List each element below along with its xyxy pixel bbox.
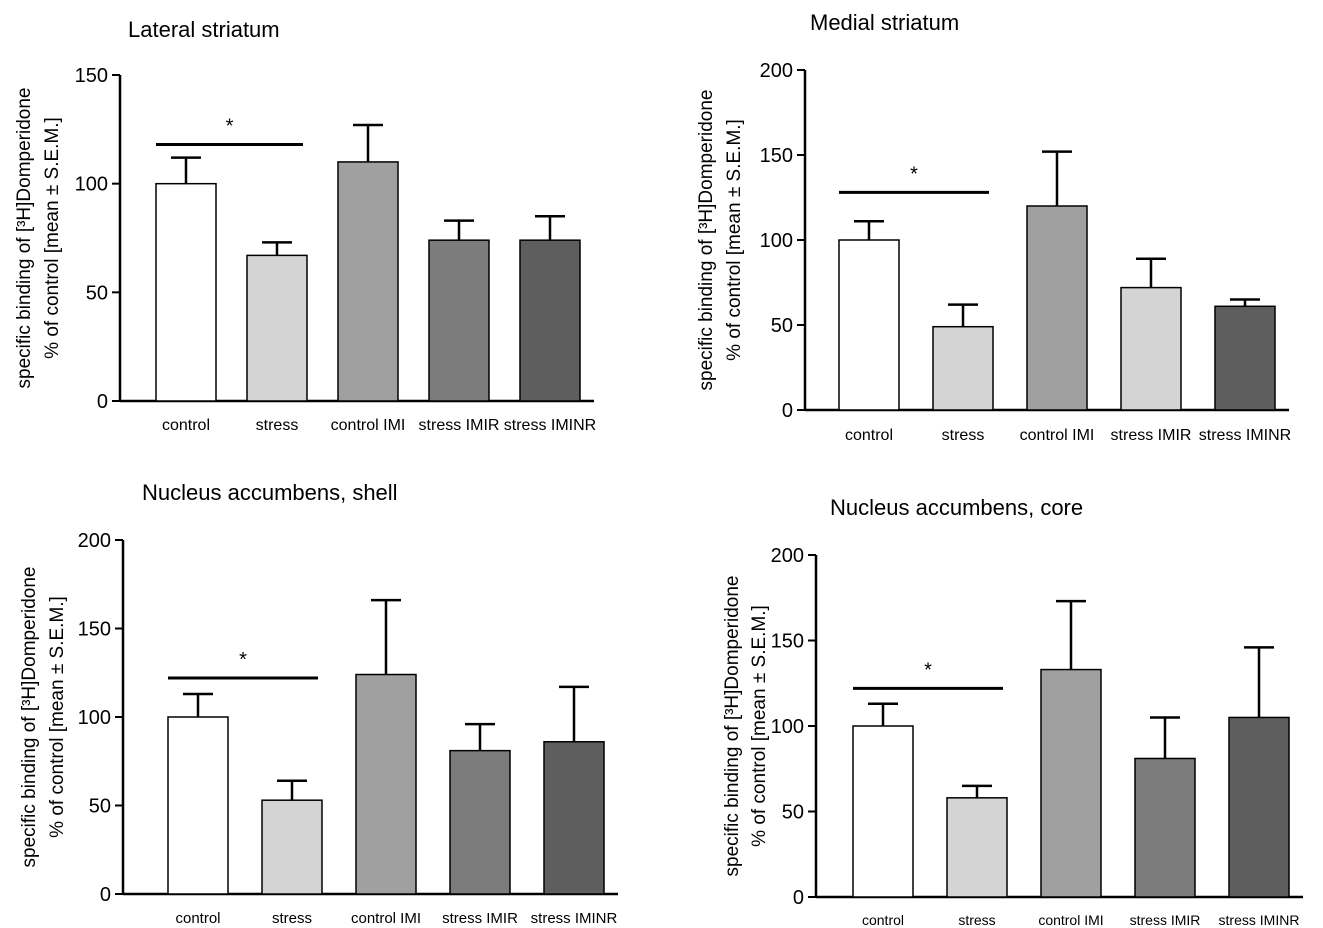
x-category-label: stress IMINR [1199,427,1291,444]
x-category-label: control [845,427,893,444]
bar [1026,205,1088,411]
significance-marker: * [226,116,234,138]
y-tick-label: 200 [760,60,793,82]
x-category-label: stress [256,417,299,434]
chart-panel-2: Medial striatum specific binding of [³H]D… [696,10,1291,444]
y-axis-label-line1: specific binding of [³H]Domperidone [722,576,743,877]
y-tick-label: 0 [793,887,804,909]
chart-title: Lateral striatum [128,17,280,42]
significance-marker: * [239,649,247,671]
y-tick-label: 0 [782,400,793,422]
chart-panel-3: Nucleus accumbens, shell specific binding… [19,480,618,927]
y-tick-label: 150 [771,631,804,653]
bar [261,799,323,895]
y-axis-label-line2: % of control [mean ± S.E.M.] [47,596,68,838]
x-category-label: stress IMIR [419,417,500,434]
significance-marker: * [924,659,932,681]
chart-panel-4: Nucleus accumbens, core specific binding … [722,495,1303,928]
y-tick-label: 50 [771,315,793,337]
chart-panel-1: Lateral striatum specific binding of [³H]… [14,17,596,434]
bar [543,741,605,895]
y-tick-label: 50 [89,796,111,818]
y-tick-label: 150 [760,145,793,167]
bar [1040,668,1102,898]
y-tick-label: 200 [771,545,804,567]
y-axis-label-line2: % of control [mean ± S.E.M.] [42,117,63,359]
bar [1120,286,1182,411]
bar [1228,716,1290,898]
bar [355,673,417,895]
y-axis-label-line1: specific binding of [³H]Domperidone [696,90,717,391]
y-tick-label: 150 [78,619,111,641]
bar [155,182,217,402]
y-tick-label: 100 [760,230,793,252]
bar [519,239,581,402]
y-tick-label: 100 [771,716,804,738]
x-category-label: stress IMINR [531,910,618,927]
x-category-label: control [162,417,210,434]
y-axis-label-line2: % of control [mean ± S.E.M.] [724,119,745,361]
bar [932,325,994,411]
y-tick-label: 100 [75,174,108,196]
y-tick-label: 150 [75,65,108,87]
y-tick-label: 0 [100,884,111,906]
x-category-label: control [862,912,904,928]
bar [246,254,308,402]
bar [337,161,399,402]
x-category-label: control [175,910,220,927]
y-tick-label: 100 [78,707,111,729]
x-category-label: stress [942,427,985,444]
x-category-label: stress [272,910,312,927]
x-category-label: control IMI [351,910,421,927]
x-category-label: stress IMIR [1111,427,1192,444]
x-category-label: control IMI [331,417,406,434]
x-category-label: stress IMINR [504,417,596,434]
significance-marker: * [910,163,918,185]
chart-title: Nucleus accumbens, shell [142,480,398,505]
bar [1214,305,1276,411]
x-category-label: stress IMINR [1219,912,1300,928]
y-tick-label: 50 [782,802,804,824]
bar [946,797,1008,898]
y-axis-label-line1: specific binding of [³H]Domperidone [14,88,35,389]
y-tick-label: 50 [86,282,108,304]
x-category-label: stress [958,912,995,928]
y-tick-label: 200 [78,530,111,552]
bar [838,239,900,411]
y-axis-label-line1: specific binding of [³H]Domperidone [19,567,40,868]
x-category-label: control IMI [1020,427,1095,444]
chart-title: Medial striatum [810,10,959,35]
x-category-label: stress IMIR [1130,912,1201,928]
x-category-label: control IMI [1038,912,1103,928]
bar [1134,757,1196,898]
chart-title: Nucleus accumbens, core [830,495,1083,520]
bar [852,725,914,898]
bar [449,749,511,895]
x-category-label: stress IMIR [442,910,518,927]
bar [428,239,490,402]
bar [167,716,229,895]
y-tick-label: 0 [97,391,108,413]
y-axis-label-line2: % of control [mean ± S.E.M.] [749,605,770,847]
